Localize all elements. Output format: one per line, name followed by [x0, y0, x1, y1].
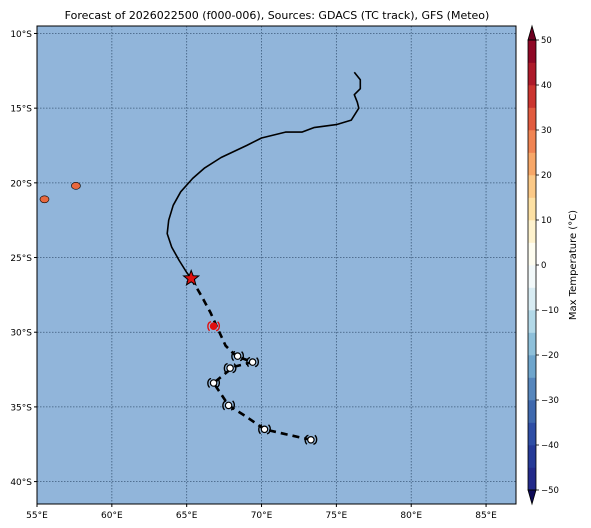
- colorbar-segment: [528, 400, 536, 423]
- colorbar-tick-label: 20: [541, 171, 552, 181]
- colorbar-tick-label: 30: [541, 126, 552, 136]
- colorbar-segment: [528, 467, 536, 491]
- map-panel: 55°E 60°E 65°E 70°E 75°E 80°E 85°E 10°S 15°S 20°…: [10, 25, 517, 521]
- colorbar-segment: [528, 355, 536, 378]
- x-tick-label: 55°E: [26, 511, 48, 521]
- y-tick-label: 15°S: [10, 105, 32, 115]
- y-tick-label: 10°S: [10, 30, 32, 40]
- x-tick-label: 80°E: [400, 511, 422, 521]
- colorbar-segment: [528, 377, 536, 401]
- y-tick-label: 25°S: [10, 254, 32, 264]
- x-tick-label: 85°E: [475, 511, 497, 521]
- x-tick-label: 75°E: [326, 511, 348, 521]
- colorbar-segment: [528, 265, 536, 288]
- colorbar-ticks: 50 40 30 20 10 0 −10 −20 −30 −40 −50: [536, 36, 559, 496]
- current-position-star-icon: [182, 269, 201, 287]
- cyclone-symbol-icon: [223, 362, 237, 374]
- colorbar-max-extension: [527, 24, 537, 41]
- colorbar-segment: [528, 107, 536, 131]
- ocean-background: [37, 26, 516, 504]
- colorbar-tick-label: −10: [541, 306, 559, 316]
- colorbar-segment: [528, 85, 536, 108]
- colorbar-tick-label: −40: [541, 441, 559, 451]
- colorbar-segment: [528, 62, 536, 86]
- cyclone-symbol-icon: [258, 424, 271, 435]
- colorbar-tick-label: 10: [541, 216, 552, 226]
- y-axis-ticks: 10°S 15°S 20°S 25°S 30°S 35°S 40°S: [10, 30, 37, 488]
- colorbar-segment: [528, 175, 536, 198]
- colorbar-segment: [528, 197, 536, 221]
- colorbar-tick-label: −50: [541, 486, 559, 496]
- y-tick-label: 40°S: [10, 478, 32, 488]
- colorbar-segment: [528, 422, 536, 446]
- forecast-symbols: [207, 321, 318, 445]
- y-tick-label: 20°S: [10, 179, 32, 189]
- colorbar-segment: [528, 332, 536, 356]
- cyclone-symbol-icon: [231, 350, 244, 362]
- colorbar-tick-label: −20: [541, 351, 559, 361]
- colorbar-segment: [528, 310, 536, 333]
- colorbar-min-extension: [527, 489, 537, 506]
- cyclone-symbol-icon: [304, 434, 318, 445]
- y-tick-label: 35°S: [10, 403, 32, 413]
- colorbar-tick-label: 0: [541, 261, 546, 271]
- colorbar-segment: [528, 445, 536, 468]
- colorbar-segment: [528, 287, 536, 311]
- island-mauritius: [71, 182, 81, 190]
- colorbar-segment: [528, 220, 536, 243]
- colorbar-tick-label: −30: [541, 396, 559, 406]
- island-runion: [39, 195, 50, 204]
- x-tick-label: 60°E: [101, 511, 123, 521]
- cyclone-track: [166, 71, 362, 442]
- figure-title: Forecast of 2026022500 (f000-006), Sourc…: [65, 9, 490, 22]
- y-tick-label: 30°S: [10, 329, 32, 339]
- colorbar-tick-label: 50: [541, 36, 552, 46]
- colorbar: 50 40 30 20 10 0 −10 −20 −30 −40 −50 Max Temperatu…: [527, 24, 579, 506]
- colorbar-segment: [528, 40, 536, 63]
- map-frame: [36, 25, 517, 505]
- cyclone-symbol-icon: [222, 400, 235, 411]
- colorbar-label: Max Temperature (°C): [568, 210, 579, 320]
- colorbar-segment: [528, 130, 536, 153]
- x-tick-label: 65°E: [176, 511, 198, 521]
- islands: [39, 182, 81, 204]
- x-axis-ticks: 55°E 60°E 65°E 70°E 75°E 80°E 85°E: [26, 504, 497, 521]
- x-tick-label: 70°E: [251, 511, 273, 521]
- colorbar-segment: [528, 242, 536, 266]
- colorbar-segments: [527, 24, 537, 506]
- cyclone-symbol-icon: [207, 377, 220, 389]
- graticule: [37, 26, 516, 504]
- cyclone-symbol-icon: [246, 356, 259, 368]
- current-position: [182, 269, 201, 287]
- past-track-line: [166, 71, 362, 279]
- colorbar-segment: [528, 152, 536, 176]
- colorbar-tick-label: 40: [541, 81, 552, 91]
- cyclone-symbol-icon: [207, 321, 220, 332]
